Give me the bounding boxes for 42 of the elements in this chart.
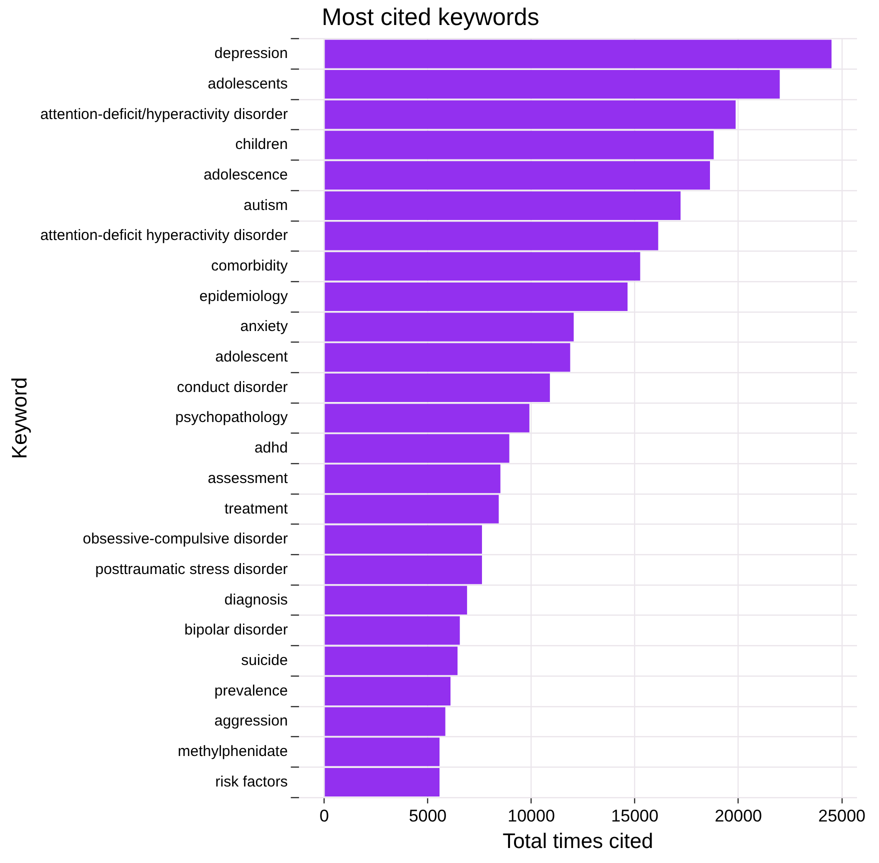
bar (324, 373, 550, 402)
y-tick-label: aggression (214, 712, 288, 730)
y-tick-label: risk factors (215, 773, 288, 790)
x-tick-label: 20000 (714, 806, 762, 826)
bar (324, 768, 440, 797)
y-tick-label: adolescence (204, 166, 288, 184)
y-tick-label: bipolar disorder (184, 622, 288, 639)
bar (324, 282, 628, 311)
y-tick-label: autism (244, 196, 288, 214)
y-tick-label: treatment (224, 500, 289, 518)
x-tick-label: 0 (319, 806, 329, 826)
bar (324, 191, 681, 220)
y-tick-label: obsessive-compulsive disorder (82, 530, 288, 548)
y-tick-label: adolescents (208, 75, 288, 92)
y-tick-label: depression (214, 45, 288, 62)
y-tick-label: comorbidity (211, 258, 288, 275)
x-tick-label: 10000 (508, 806, 555, 826)
y-tick-label: diagnosis (224, 591, 288, 608)
y-tick-label: psychopathology (175, 409, 288, 426)
y-tick-label: epidemiology (199, 288, 288, 305)
x-tick-label: 25000 (818, 806, 866, 826)
x-tick-label: 15000 (611, 806, 658, 826)
y-tick-label: methylphenidate (178, 743, 288, 760)
y-tick-label: posttraumatic stress disorder (95, 560, 288, 578)
bar (324, 676, 451, 706)
y-tick-label: assessment (208, 470, 289, 487)
chart-title: Most cited keywords (322, 4, 540, 32)
y-tick-label: attention-deficit/hyperactivity disorder (40, 106, 288, 123)
x-axis-title: Total times cited (502, 830, 654, 854)
y-tick-label: children (235, 136, 288, 154)
bar (324, 70, 780, 99)
x-tick-label: 5000 (408, 806, 447, 826)
y-tick-label: adolescent (215, 348, 289, 366)
bar (324, 464, 500, 494)
y-tick-label: conduct disorder (176, 378, 288, 396)
y-tick-label: anxiety (240, 318, 288, 336)
y-tick-label: prevalence (214, 682, 288, 700)
bar (324, 40, 832, 68)
y-tick-label: suicide (241, 652, 288, 669)
y-tick-label: attention-deficit hyperactivity disorder (40, 227, 288, 244)
y-tick-label: adhd (254, 440, 288, 457)
y-axis-title: Keyword (8, 377, 32, 459)
